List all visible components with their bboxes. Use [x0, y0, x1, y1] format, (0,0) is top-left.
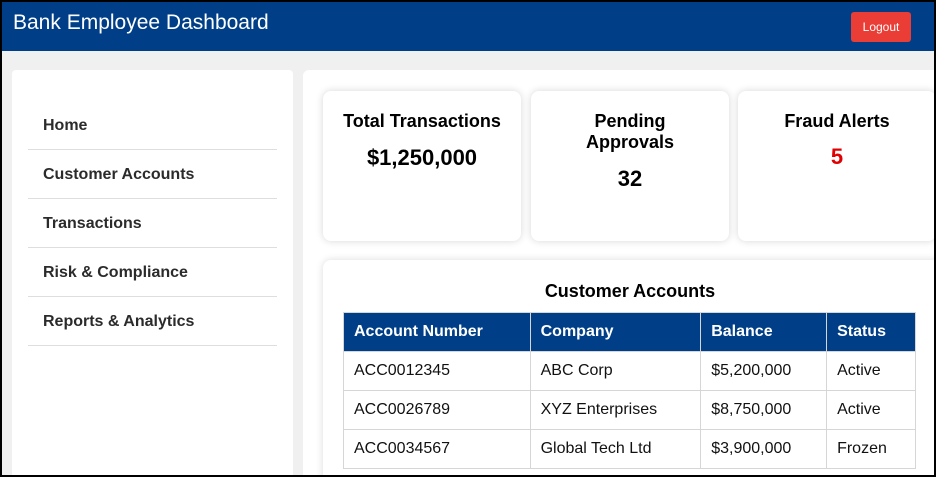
main-content: Total Transactions $1,250,000 Pending Ap…	[303, 70, 934, 475]
card-label: Pending Approvals	[585, 111, 675, 152]
table-header-row: Account Number Company Balance Status	[343, 312, 916, 352]
status-cell: Active	[826, 390, 916, 430]
account-number-cell: ACC0012345	[343, 351, 531, 391]
status-cell: Frozen	[826, 429, 916, 469]
card-value: $1,250,000	[366, 145, 478, 170]
column-header-status: Status	[826, 312, 916, 352]
card-label: Fraud Alerts	[784, 111, 890, 131]
table-row[interactable]: ACC0026789 XYZ Enterprises $8,750,000 Ac…	[343, 390, 916, 430]
card-value: 5	[830, 144, 844, 169]
account-number-cell: ACC0026789	[343, 390, 531, 430]
sidebar: Home Customer Accounts Transactions Risk…	[12, 70, 293, 475]
company-cell: XYZ Enterprises	[529, 390, 702, 430]
card-value: 32	[617, 166, 643, 191]
sidebar-item-home[interactable]: Home	[28, 101, 277, 150]
table-title: Customer Accounts	[544, 281, 716, 301]
customer-accounts-table: Account Number Company Balance Status AC…	[343, 312, 916, 469]
company-cell: ABC Corp	[529, 351, 702, 391]
sidebar-item-reports-analytics[interactable]: Reports & Analytics	[28, 297, 277, 346]
column-header-company: Company	[529, 312, 702, 352]
sidebar-item-transactions[interactable]: Transactions	[28, 199, 277, 248]
account-number-cell: ACC0034567	[343, 429, 531, 469]
app-title: Bank Employee Dashboard	[13, 11, 269, 34]
column-header-balance: Balance	[700, 312, 828, 352]
customer-accounts-panel: Customer Accounts Account Number Company…	[323, 260, 934, 475]
sidebar-item-customer-accounts[interactable]: Customer Accounts	[28, 150, 277, 199]
fraud-alerts-card: Fraud Alerts 5	[738, 91, 934, 241]
company-cell: Global Tech Ltd	[529, 429, 702, 469]
table-row[interactable]: ACC0034567 Global Tech Ltd $3,900,000 Fr…	[343, 429, 916, 469]
card-label: Total Transactions	[343, 111, 501, 131]
sidebar-item-risk-compliance[interactable]: Risk & Compliance	[28, 248, 277, 297]
balance-cell: $8,750,000	[700, 390, 828, 430]
status-cell: Active	[826, 351, 916, 391]
table-row[interactable]: ACC0012345 ABC Corp $5,200,000 Active	[343, 351, 916, 391]
pending-approvals-card: Pending Approvals 32	[531, 91, 729, 241]
balance-cell: $5,200,000	[700, 351, 828, 391]
column-header-account-number: Account Number	[343, 312, 531, 352]
top-header: Bank Employee Dashboard Logout	[2, 2, 934, 51]
balance-cell: $3,900,000	[700, 429, 828, 469]
sidebar-nav: Home Customer Accounts Transactions Risk…	[28, 101, 277, 346]
total-transactions-card: Total Transactions $1,250,000	[323, 91, 521, 241]
logout-button[interactable]: Logout	[851, 12, 911, 42]
